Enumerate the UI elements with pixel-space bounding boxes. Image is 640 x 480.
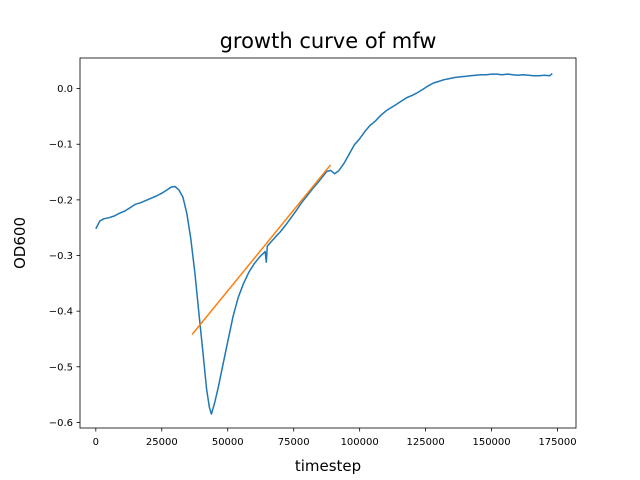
chart-title: growth curve of mfw	[220, 29, 437, 53]
x-tick-label: 175000	[538, 437, 576, 448]
x-axis-label: timestep	[295, 457, 361, 475]
x-axis: 0 25000 50000 75000 100000 125000 150000 175000	[93, 428, 577, 448]
x-tick-label: 50000	[212, 437, 244, 448]
x-tick-label: 75000	[278, 437, 310, 448]
x-tick-label: 150000	[472, 437, 510, 448]
plot-frame	[79, 57, 577, 429]
y-axis-label: OD600	[11, 217, 29, 269]
y-tick-label: 0.0	[57, 84, 73, 95]
series-line-2	[191, 164, 332, 335]
y-axis: 0.0 −0.1 −0.2 −0.3 −0.4 −0.5 −0.6	[49, 84, 80, 429]
y-tick-label: −0.4	[49, 307, 73, 318]
x-tick-label: 125000	[407, 437, 445, 448]
x-tick-label: 0	[93, 437, 99, 448]
series-layer	[95, 73, 553, 415]
x-tick-label: 25000	[146, 437, 178, 448]
series-line-1	[95, 73, 553, 415]
y-tick-label: −0.3	[49, 251, 73, 262]
y-tick-label: −0.2	[49, 195, 73, 206]
y-tick-label: −0.1	[49, 140, 73, 151]
plot-area	[80, 58, 576, 428]
y-tick-label: −0.6	[49, 418, 73, 429]
x-tick-label: 100000	[341, 437, 379, 448]
y-tick-label: −0.5	[49, 362, 73, 373]
